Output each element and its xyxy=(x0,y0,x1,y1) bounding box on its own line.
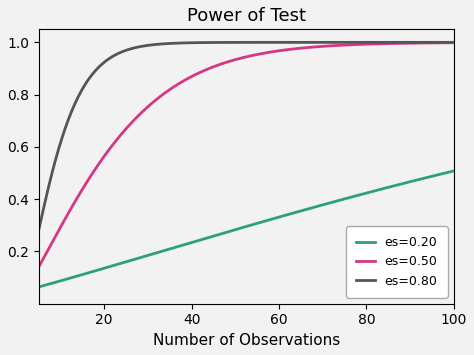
Line: es=0.80: es=0.80 xyxy=(39,42,454,230)
es=0.20 xyxy=(283,213,289,217)
Legend: es=0.20, es=0.50, es=0.80: es=0.20, es=0.50, es=0.80 xyxy=(346,226,447,297)
es=0.20 xyxy=(233,227,239,231)
es=0.80 xyxy=(36,228,42,233)
es=0.80 xyxy=(283,40,289,44)
es=0.80 xyxy=(261,40,266,44)
es=0.50 xyxy=(233,58,239,62)
es=0.20 xyxy=(451,169,457,173)
Line: es=0.20: es=0.20 xyxy=(39,171,454,287)
Line: es=0.50: es=0.50 xyxy=(39,43,454,267)
es=0.50 xyxy=(376,42,382,46)
es=0.20 xyxy=(376,187,382,192)
es=0.80 xyxy=(376,40,382,44)
es=0.50 xyxy=(451,40,457,45)
Title: Power of Test: Power of Test xyxy=(187,7,306,25)
es=0.80 xyxy=(451,40,457,44)
es=0.20 xyxy=(36,285,42,289)
es=0.80 xyxy=(236,40,241,44)
es=0.80 xyxy=(441,40,447,44)
es=0.20 xyxy=(236,226,241,231)
es=0.20 xyxy=(261,219,266,224)
es=0.50 xyxy=(283,48,289,52)
es=0.20 xyxy=(441,171,447,175)
es=0.50 xyxy=(261,51,266,55)
es=0.50 xyxy=(441,41,447,45)
es=0.80 xyxy=(233,40,239,44)
es=0.50 xyxy=(36,265,42,269)
X-axis label: Number of Observations: Number of Observations xyxy=(153,333,340,348)
es=0.50 xyxy=(236,57,241,61)
